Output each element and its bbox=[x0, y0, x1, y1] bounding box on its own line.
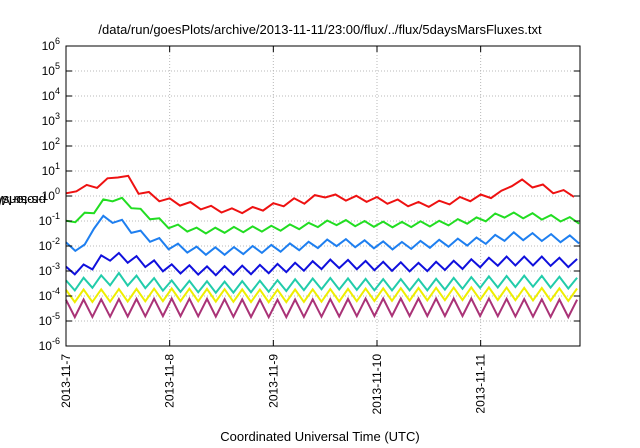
y-tick-label: 10-4 bbox=[39, 286, 60, 303]
x-axis-label: Coordinated Universal Time (UTC) bbox=[220, 429, 420, 444]
y-tick-label: 105 bbox=[42, 61, 60, 78]
chart-title: /data/run/goesPlots/archive/2013-11-11/2… bbox=[98, 22, 542, 37]
flux-series-line bbox=[65, 174, 575, 215]
flux-series-line bbox=[65, 214, 580, 257]
flux-series-line bbox=[65, 251, 578, 277]
flux-series-line bbox=[65, 296, 578, 320]
y-tick-label: 10-6 bbox=[39, 336, 60, 353]
y-tick-label: 10-1 bbox=[39, 211, 60, 228]
x-tick-label: 2013-11-9 bbox=[266, 354, 280, 408]
x-tick-label: 2013-11-11 bbox=[474, 354, 488, 414]
y-tick-label: 104 bbox=[42, 86, 60, 103]
flux-series-line bbox=[65, 285, 578, 304]
flux-series-line bbox=[65, 271, 578, 295]
flux-series-line bbox=[65, 196, 580, 235]
x-tick-label: 2013-11-7 bbox=[59, 354, 73, 408]
y-tick-label: 101 bbox=[42, 161, 60, 178]
y-tick-label: 102 bbox=[42, 136, 60, 153]
y-tick-label: 10-2 bbox=[39, 236, 60, 253]
x-tick-label: 2013-11-8 bbox=[163, 354, 177, 408]
y-tick-label: 106 bbox=[42, 36, 60, 53]
y-tick-label: 103 bbox=[42, 111, 60, 128]
y-tick-label: 10-5 bbox=[39, 311, 60, 328]
y-tick-label: 100 bbox=[42, 186, 60, 203]
x-tick-label: 2013-11-10 bbox=[370, 354, 384, 415]
y-tick-label: 10-3 bbox=[39, 261, 60, 278]
